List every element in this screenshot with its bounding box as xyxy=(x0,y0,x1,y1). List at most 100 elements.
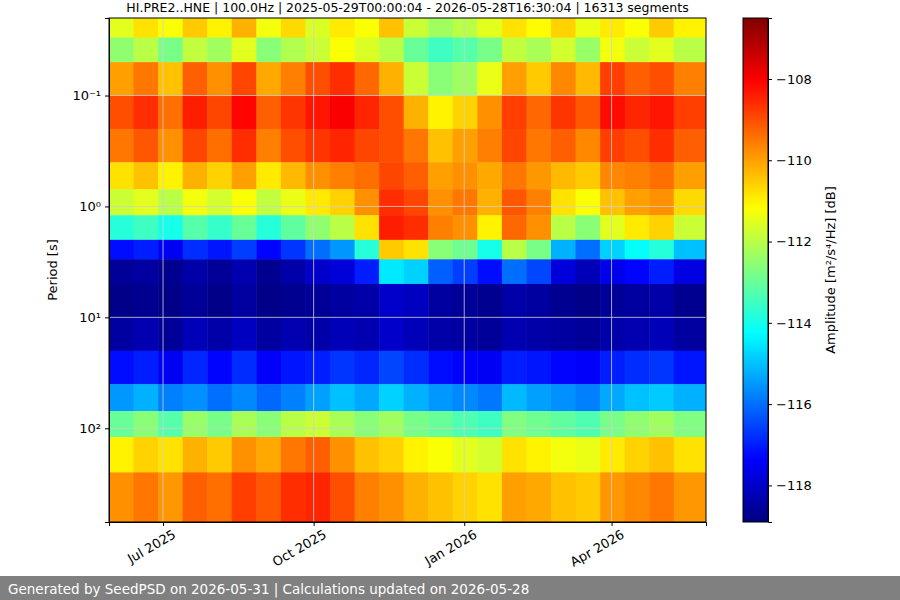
cell xyxy=(281,284,306,318)
tick-mark xyxy=(105,317,109,318)
cell xyxy=(109,240,134,260)
cell xyxy=(355,189,380,215)
cell xyxy=(674,162,706,189)
cell xyxy=(428,384,453,411)
cell xyxy=(207,411,232,437)
cell xyxy=(207,472,232,522)
cell xyxy=(551,129,576,163)
cell xyxy=(134,317,159,351)
cell xyxy=(625,162,650,189)
cell xyxy=(649,62,674,96)
cell xyxy=(477,62,502,96)
cell xyxy=(330,384,355,411)
cell xyxy=(134,351,159,385)
cell xyxy=(404,259,429,284)
cell xyxy=(600,351,625,385)
cell xyxy=(256,38,281,63)
cell xyxy=(649,96,674,130)
cell xyxy=(453,411,478,437)
cell xyxy=(526,284,551,318)
cell xyxy=(305,62,330,96)
cell xyxy=(305,317,330,351)
cell xyxy=(477,38,502,63)
tick-mark xyxy=(768,160,772,161)
cell xyxy=(453,259,478,284)
cell xyxy=(379,62,404,96)
cell xyxy=(158,162,183,189)
cell xyxy=(158,351,183,385)
cell xyxy=(428,240,453,260)
y-tick: 10² xyxy=(79,421,109,436)
cell xyxy=(183,38,208,63)
colorbar-tick: −112 xyxy=(768,234,812,249)
cell xyxy=(158,259,183,284)
x-axis-line xyxy=(110,523,707,527)
cell xyxy=(256,472,281,522)
cell xyxy=(158,411,183,437)
cell xyxy=(281,259,306,284)
cell xyxy=(305,215,330,240)
tick-label: Jul 2025 xyxy=(124,527,178,567)
cell xyxy=(625,437,650,473)
x-axis: Jul 2025Oct 2025Jan 2026Apr 2026 xyxy=(110,522,707,570)
cell xyxy=(183,96,208,130)
cell xyxy=(502,284,527,318)
cell xyxy=(600,189,625,215)
cell xyxy=(502,38,527,63)
cell xyxy=(649,259,674,284)
cell xyxy=(305,38,330,63)
cell xyxy=(109,215,134,240)
x-tick: Oct 2025 xyxy=(270,522,329,570)
cell xyxy=(404,62,429,96)
cell xyxy=(330,18,355,38)
cell xyxy=(379,215,404,240)
cell xyxy=(526,259,551,284)
cell xyxy=(232,437,257,473)
cell xyxy=(232,189,257,215)
cell xyxy=(428,129,453,163)
cell xyxy=(674,38,706,63)
cell xyxy=(625,189,650,215)
cell xyxy=(330,351,355,385)
cell xyxy=(551,259,576,284)
cell xyxy=(453,384,478,411)
cell xyxy=(109,129,134,163)
cell xyxy=(109,472,134,522)
cell xyxy=(502,240,527,260)
cell xyxy=(281,129,306,163)
cell xyxy=(134,129,159,163)
cell xyxy=(477,129,502,163)
cell xyxy=(109,96,134,130)
cell xyxy=(232,62,257,96)
cell xyxy=(649,351,674,385)
cell xyxy=(379,38,404,63)
cell xyxy=(551,284,576,318)
cell xyxy=(404,384,429,411)
colorbar-tick: −110 xyxy=(768,153,812,168)
grid-line xyxy=(109,95,706,96)
cell xyxy=(551,437,576,473)
grid-line xyxy=(109,206,706,207)
cell xyxy=(625,96,650,130)
cell xyxy=(502,62,527,96)
cell xyxy=(674,189,706,215)
cell xyxy=(355,384,380,411)
grid-line xyxy=(313,18,314,522)
cell xyxy=(477,189,502,215)
tick-mark xyxy=(464,522,465,526)
x-tick: Jan 2026 xyxy=(422,522,480,569)
y-tick: 10⁻¹ xyxy=(72,88,109,103)
cell xyxy=(379,284,404,318)
plot-frame xyxy=(109,18,706,522)
cell xyxy=(158,62,183,96)
cell xyxy=(109,317,134,351)
cell xyxy=(232,472,257,522)
cell xyxy=(477,162,502,189)
cell xyxy=(281,162,306,189)
cell xyxy=(600,62,625,96)
tick-label: −114 xyxy=(776,315,812,330)
cell xyxy=(649,384,674,411)
cell xyxy=(281,351,306,385)
cell xyxy=(453,351,478,385)
cell xyxy=(674,351,706,385)
